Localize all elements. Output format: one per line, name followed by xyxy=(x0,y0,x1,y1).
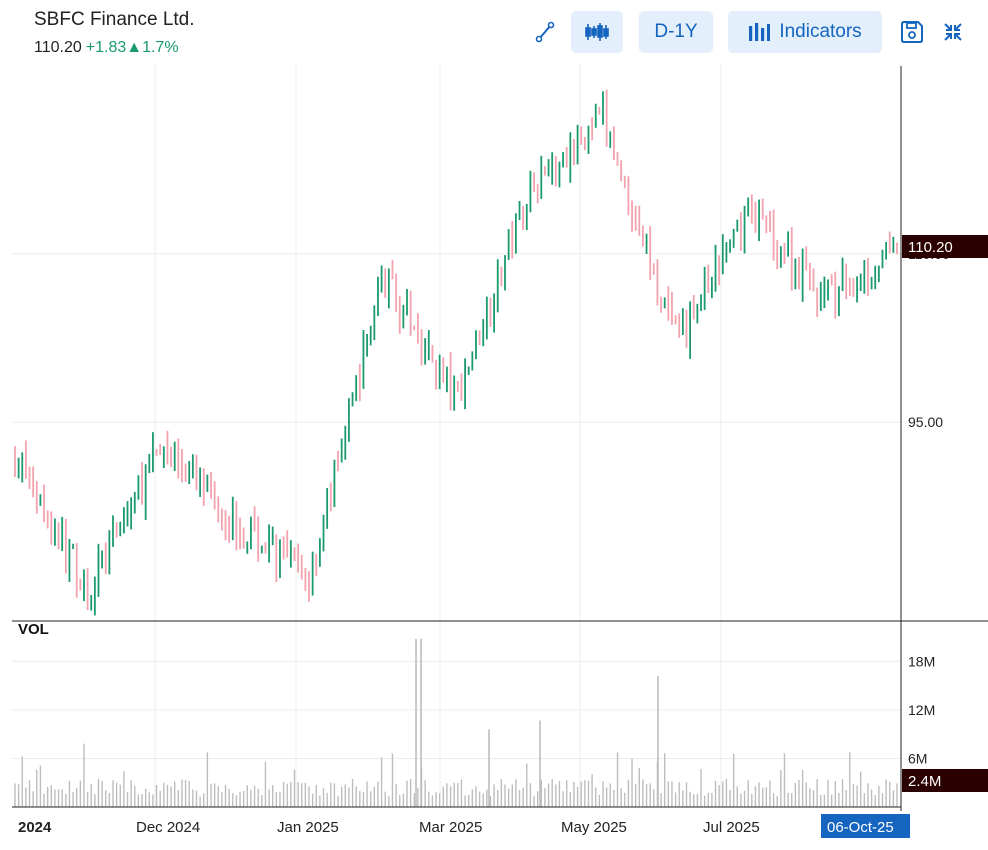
candlestick-icon xyxy=(585,23,609,41)
price-change: +1.83▲1.7% xyxy=(86,39,179,56)
time-tick-label: May 2025 xyxy=(561,819,627,836)
time-tick-label: Mar 2025 xyxy=(419,819,482,836)
volume-tick-label: 6M xyxy=(908,750,927,766)
price-line: 110.20 +1.83▲1.7% xyxy=(34,39,179,57)
price-tick-label: 95.00 xyxy=(908,414,943,430)
current-date-label: 06-Oct-25 xyxy=(827,819,894,836)
volume-series xyxy=(14,638,898,807)
period-button[interactable]: D-1Y xyxy=(639,11,713,53)
last-volume-marker: 2.4M xyxy=(902,769,988,792)
collapse-button[interactable] xyxy=(936,11,970,53)
chart-grid xyxy=(12,64,901,807)
time-tick-label: Jul 2025 xyxy=(703,819,760,836)
crosshair-date-marker: 06-Oct-25 xyxy=(821,814,910,838)
volume-axis: 18M 12M 6M xyxy=(908,653,935,766)
last-volume-axis-label: 2.4M xyxy=(908,773,941,790)
save-icon xyxy=(901,21,923,43)
save-button[interactable] xyxy=(894,11,930,53)
chart-type-button[interactable] xyxy=(571,11,623,53)
change-value: +1.83 xyxy=(85,39,127,56)
time-tick-label: 2024 xyxy=(18,819,52,836)
time-tick-label: Jan 2025 xyxy=(277,819,339,836)
last-price-axis-label: 110.20 xyxy=(908,239,953,256)
line-tool-icon xyxy=(535,21,555,43)
time-tick-label: Dec 2024 xyxy=(136,819,200,836)
volume-panel-label: VOL xyxy=(18,621,49,638)
indicators-button[interactable]: Indicators xyxy=(728,11,882,53)
draw-line-button[interactable] xyxy=(528,11,562,53)
security-title: SBFC Finance Ltd. xyxy=(34,9,195,30)
time-axis: 2024 Dec 2024 Jan 2025 Mar 2025 May 2025 Jul … xyxy=(18,819,760,836)
price-axis: 110.0095.00 xyxy=(908,246,950,430)
last-price-marker: 110.20 xyxy=(902,235,988,258)
up-arrow-icon: ▲ xyxy=(126,39,143,56)
price-chart[interactable]: VOL 110.0095.00 18M 12M 6M 2024 Dec 2024 Jan… xyxy=(0,64,988,850)
bar-chart-icon xyxy=(749,23,771,41)
volume-tick-label: 18M xyxy=(908,653,935,669)
candlestick-series xyxy=(14,89,898,616)
change-percent: 1.7% xyxy=(142,39,179,56)
chart-header: SBFC Finance Ltd. 110.20 +1.83▲1.7% D-1Y … xyxy=(0,0,988,64)
volume-tick-label: 12M xyxy=(908,702,935,718)
indicators-label: Indicators xyxy=(779,21,862,42)
collapse-icon xyxy=(944,23,962,41)
last-price: 110.20 xyxy=(34,39,82,56)
